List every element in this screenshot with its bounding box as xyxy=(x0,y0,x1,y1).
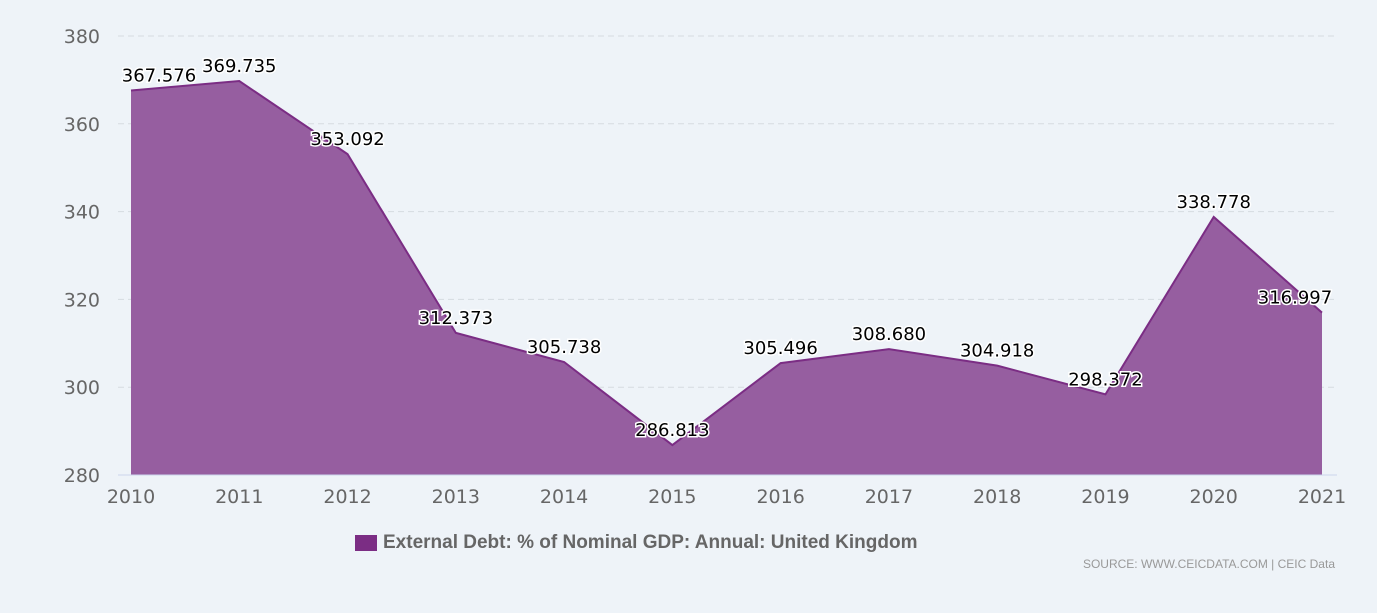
x-tick-label: 2019 xyxy=(1081,486,1129,508)
data-label: 304.918 xyxy=(960,341,1034,362)
data-label: 286.813 xyxy=(635,420,709,441)
x-tick-label: 2018 xyxy=(973,486,1021,508)
y-tick-label: 380 xyxy=(64,26,100,48)
data-label: 367.576 xyxy=(122,66,196,87)
x-tick-label: 2013 xyxy=(432,486,480,508)
x-tick-label: 2016 xyxy=(756,486,804,508)
data-label: 312.373 xyxy=(419,308,493,329)
y-tick-label: 300 xyxy=(64,377,100,399)
data-label: 353.092 xyxy=(310,129,384,150)
y-tick-label: 280 xyxy=(64,465,100,487)
series-line xyxy=(130,80,1323,447)
legend[interactable]: External Debt: % of Nominal GDP: Annual:… xyxy=(355,532,917,554)
y-tick-label: 320 xyxy=(64,289,100,311)
legend-label: External Debt: % of Nominal GDP: Annual:… xyxy=(383,532,918,553)
data-label: 369.735 xyxy=(202,56,276,77)
area-fill xyxy=(131,81,1322,475)
y-tick-label: 340 xyxy=(64,202,100,224)
data-label: 308.680 xyxy=(852,324,926,345)
data-label: 305.496 xyxy=(743,338,817,359)
data-label: 305.738 xyxy=(527,337,601,358)
x-tick-label: 2014 xyxy=(540,486,588,508)
legend-swatch xyxy=(355,535,377,551)
data-label: 298.372 xyxy=(1068,369,1142,390)
area-chart: 280 300 320 340 360 380 2010 2011 2012 2013 2014 20… xyxy=(64,26,1346,508)
x-tick-label: 2015 xyxy=(648,486,696,508)
x-tick-label: 2011 xyxy=(215,486,263,508)
x-tick-label: 2021 xyxy=(1298,486,1346,508)
data-label: 338.778 xyxy=(1177,192,1251,213)
y-tick-label: 360 xyxy=(64,114,100,136)
data-label: 316.997 xyxy=(1258,288,1332,309)
x-tick-label: 2017 xyxy=(865,486,913,508)
x-tick-label: 2020 xyxy=(1190,486,1238,508)
x-tick-label: 2012 xyxy=(323,486,371,508)
source-credit: SOURCE: WWW.CEICDATA.COM | CEIC Data xyxy=(1082,557,1335,571)
x-tick-label: 2010 xyxy=(107,486,155,508)
